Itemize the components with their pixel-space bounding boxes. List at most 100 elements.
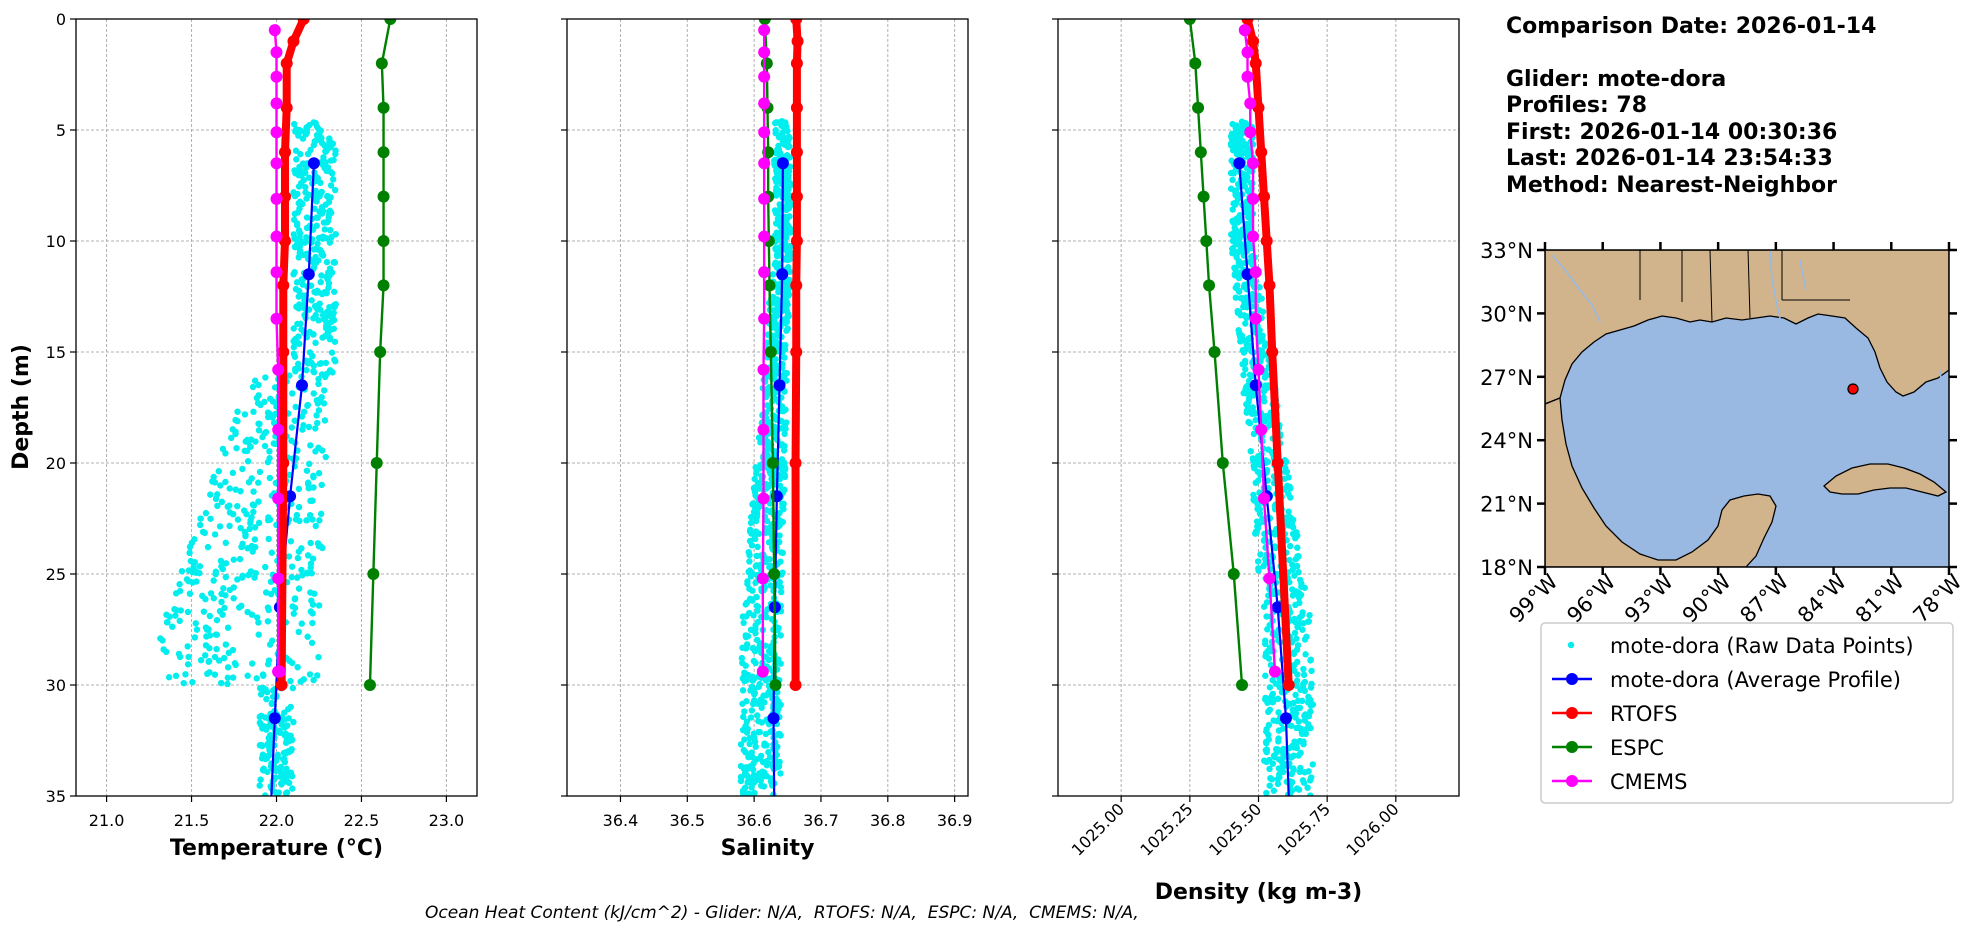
raw-data-point [211,653,219,661]
raw-data-point [1255,565,1262,572]
marker-cmems [757,363,770,376]
raw-data-point [202,642,210,649]
raw-data-point [751,535,759,543]
raw-data-point [290,216,298,223]
raw-data-point [1295,724,1303,732]
marker-rtofs [1241,19,1254,25]
raw-data-point [763,772,770,780]
raw-data-point [293,574,301,581]
raw-data-point [218,563,225,570]
raw-data-point [765,748,772,756]
raw-data-point [1262,417,1270,425]
raw-data-point [1285,508,1292,515]
raw-data-point [315,234,323,242]
raw-data-point [774,326,781,334]
legend-swatch-rtofs [1566,707,1578,719]
marker-cmems [1244,97,1257,110]
raw-data-point [213,631,221,638]
raw-data-point [255,381,262,389]
raw-data-point [325,269,332,276]
raw-data-point [1233,282,1241,289]
raw-data-point [309,352,316,360]
raw-data-point [303,467,311,474]
raw-data-point [738,654,746,662]
raw-data-point [322,332,329,340]
raw-data-point [737,762,745,770]
raw-data-point [318,251,325,258]
raw-data-point [225,649,232,657]
raw-data-point [1298,730,1306,738]
raw-data-point [756,774,763,782]
marker-cmems [758,312,771,325]
raw-data-point [244,458,252,465]
raw-data-point [750,771,758,779]
raw-data-point [258,742,266,750]
raw-data-point [1300,619,1307,627]
raw-data-point [281,755,288,763]
raw-data-point [234,576,241,583]
raw-data-point [1227,169,1235,177]
raw-data-point [1268,692,1276,699]
raw-data-point [775,146,783,153]
raw-data-point [1235,229,1242,237]
raw-data-point [214,491,221,498]
raw-data-point [275,789,282,796]
raw-data-point [782,119,789,127]
raw-data-point [303,517,310,524]
raw-data-point [169,623,176,630]
raw-data-point [300,422,307,429]
raw-data-point [782,305,790,312]
profile-panel-1: 21.0 21.5 22.0 22.5 23.0 0 5 10 15 20 25 30 35 Temper… [46,10,478,861]
raw-data-point [295,293,302,300]
marker-cmems [756,572,769,585]
raw-data-point [250,508,257,516]
raw-data-point [238,543,245,551]
raw-data-point [321,310,328,317]
raw-data-point [1243,220,1250,228]
raw-data-point [314,419,321,427]
raw-data-point [310,390,317,397]
raw-data-point [295,503,303,511]
raw-data-point [1245,395,1253,403]
raw-data-point [320,154,327,161]
raw-data-point [742,749,749,756]
raw-data-point [224,680,231,688]
y-tick-label: 10 [46,232,66,251]
raw-data-point [308,297,315,304]
raw-data-point [256,713,263,721]
marker-espc [377,146,390,159]
raw-data-point [234,516,242,523]
raw-data-point [1293,646,1301,653]
raw-data-point [1243,409,1250,416]
raw-data-point [267,590,275,598]
raw-data-point [775,624,782,632]
raw-data-point [331,338,339,345]
raw-data-point [1289,561,1296,568]
raw-data-point [1280,751,1287,758]
raw-data-point [310,484,317,491]
raw-data-point [272,757,280,765]
raw-data-point [252,438,259,445]
raw-data-point [216,523,224,530]
raw-data-point [780,500,787,507]
raw-data-point [1274,780,1282,788]
raw-data-point [772,356,779,363]
marker-cmems [1255,423,1268,436]
map-lon-label: 93°W [1620,569,1678,627]
raw-data-point [308,359,315,366]
raw-data-point [324,164,332,171]
raw-data-point [1269,760,1277,767]
raw-data-point [160,646,167,653]
raw-data-point [229,674,237,681]
raw-data-point [255,420,262,427]
raw-data-point [756,465,764,472]
raw-data-point [1248,372,1256,380]
marker-rtofs [1260,235,1273,247]
raw-data-point [310,246,318,253]
raw-data-point [1280,745,1287,753]
raw-data-point [1304,784,1311,791]
raw-data-point [186,590,194,597]
marker-rtofs [790,101,803,114]
raw-data-point [322,453,329,461]
marker-glider [307,157,320,170]
